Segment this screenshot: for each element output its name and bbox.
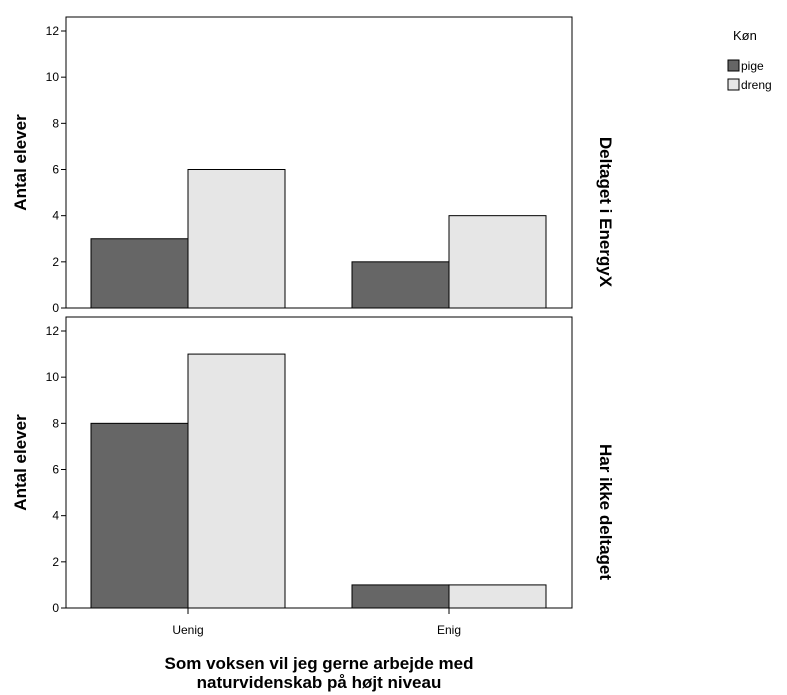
legend-swatch-pige — [727, 59, 740, 72]
bar-pige-enig — [351, 261, 450, 309]
y-tick-label: 4 — [52, 209, 59, 223]
y-tick-label: 12 — [46, 24, 60, 38]
legend-entry-dreng: dreng — [741, 78, 772, 92]
bar-pige-uenig — [90, 238, 189, 309]
panel-bottom-y-axis: 0 2 4 6 8 10 12 — [46, 324, 66, 615]
x-axis-title-line-2: naturvidenskab på højt niveau — [197, 673, 442, 692]
x-axis: Uenig Enig — [172, 608, 461, 637]
y-tick-label: 0 — [52, 601, 59, 615]
y-tick-label: 10 — [46, 370, 60, 384]
bar-pige-enig — [351, 584, 450, 609]
bar-dreng-enig — [448, 215, 547, 309]
legend: Køn pige dreng — [727, 28, 772, 92]
panel-bottom-frame — [65, 316, 573, 609]
y-tick-label: 2 — [52, 255, 59, 269]
panel-top-frame — [65, 16, 573, 309]
legend-entry-pige: pige — [741, 59, 764, 73]
panel-bottom-label: Har ikke deltaget — [596, 444, 615, 580]
y-tick-label: 6 — [52, 463, 59, 477]
y-tick-label: 4 — [52, 509, 59, 523]
bar-dreng-uenig — [187, 353, 286, 609]
legend-title: Køn — [733, 28, 757, 43]
bar-dreng-enig — [448, 584, 547, 609]
panel-bottom: 0 2 4 6 8 10 12 Antal elever Har ikke deltaget — [11, 316, 615, 615]
bar-pige-uenig — [90, 422, 189, 609]
panel-top-label: Deltaget i EnergyX — [596, 137, 615, 288]
y-tick-label: 8 — [52, 416, 59, 430]
y-tick-label: 6 — [52, 163, 59, 177]
y-tick-label: 10 — [46, 70, 60, 84]
panel-top-y-axis-title: Antal elever — [11, 114, 30, 211]
panel-top-y-axis: 0 2 4 6 8 10 12 — [46, 24, 66, 315]
x-axis-title-line-1: Som voksen vil jeg gerne arbejde med — [165, 654, 474, 673]
y-tick-label: 12 — [46, 324, 60, 338]
legend-swatch-dreng — [727, 78, 740, 91]
x-tick-label: Uenig — [172, 623, 203, 637]
bar-dreng-uenig — [187, 169, 286, 309]
y-tick-label: 0 — [52, 301, 59, 315]
x-tick-label: Enig — [437, 623, 461, 637]
y-tick-label: 8 — [52, 116, 59, 130]
panel-bottom-bars — [90, 353, 547, 609]
panel-top: 0 2 4 6 8 10 12 Antal elever Deltaget i Energy… — [11, 16, 615, 315]
y-tick-label: 2 — [52, 555, 59, 569]
panel-bottom-y-axis-title: Antal elever — [11, 414, 30, 511]
panel-top-bars — [90, 169, 547, 309]
